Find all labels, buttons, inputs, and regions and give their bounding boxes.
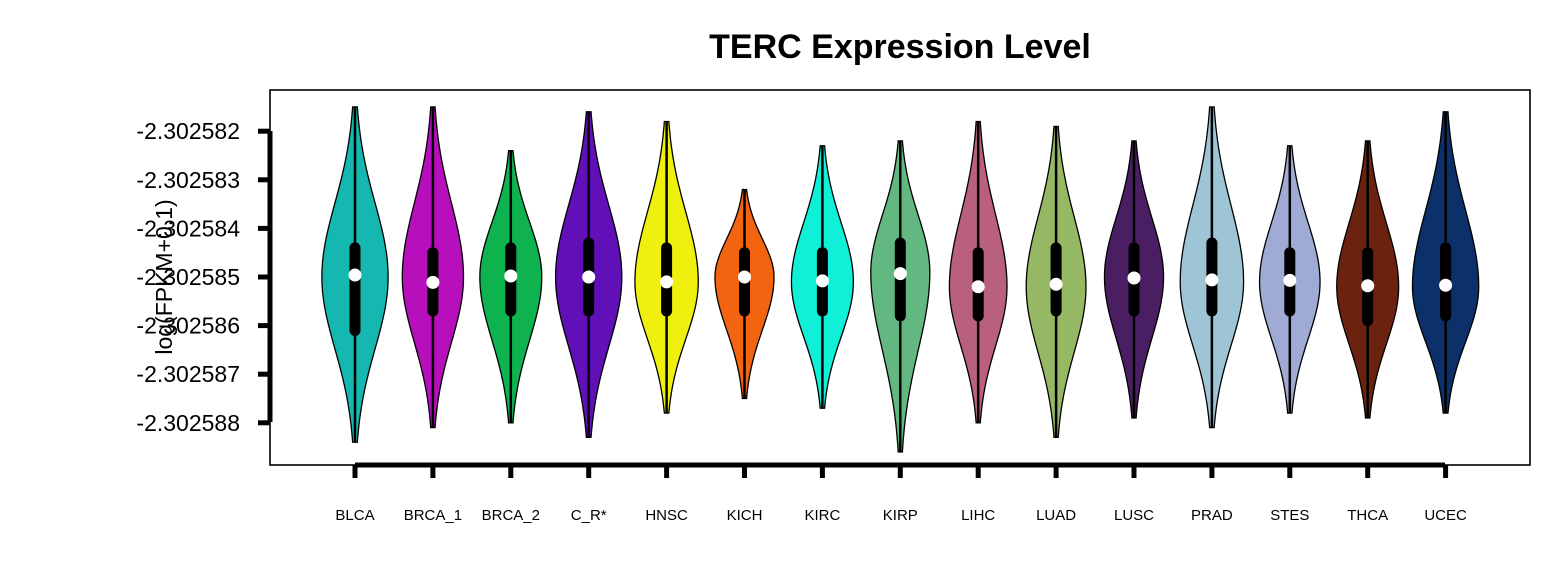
y-axis-label: log(FPKM+0.1) xyxy=(151,199,177,354)
x-tick-label: PRAD xyxy=(1191,507,1233,524)
violin-median-point-KICH xyxy=(738,270,751,284)
violin-median-point-BLCA xyxy=(348,268,362,282)
x-tick-label: BRCA_1 xyxy=(404,507,462,524)
violin-median-point-KIRC xyxy=(815,274,829,288)
violin-group xyxy=(321,106,1480,453)
violin-median-point-PRAD xyxy=(1205,273,1219,287)
violin-median-point-STES xyxy=(1283,273,1297,287)
violin-median-point-HNSC xyxy=(660,275,674,289)
y-tick-label: -2.302583 xyxy=(136,167,240,193)
violin-median-point-THCA xyxy=(1361,279,1375,293)
x-tick-label: KIRC xyxy=(804,507,840,524)
x-tick-label: UCEC xyxy=(1424,507,1467,524)
violin-median-point-LUAD xyxy=(1049,277,1063,291)
y-tick-label: -2.302585 xyxy=(136,264,240,290)
x-tick-label: BLCA xyxy=(335,507,374,524)
violin-median-point-UCEC xyxy=(1439,278,1453,292)
chart-title: TERC Expression Level xyxy=(709,28,1091,66)
x-tick-label: LUSC xyxy=(1114,507,1154,524)
y-tick-label: -2.302584 xyxy=(136,215,240,241)
x-tick-label: KIRP xyxy=(883,507,918,524)
y-tick-label: -2.302588 xyxy=(136,410,240,436)
violin-median-point-C_R* xyxy=(582,270,596,284)
x-tick-label: KICH xyxy=(727,507,763,524)
x-tick-label: C_R* xyxy=(571,507,607,524)
y-tick-label: -2.302587 xyxy=(136,361,240,387)
x-tick-label: THCA xyxy=(1347,507,1388,524)
x-tick-label: BRCA_2 xyxy=(482,507,540,524)
violin-median-point-BRCA_2 xyxy=(504,269,518,283)
x-tick-label: LIHC xyxy=(961,507,995,524)
violin-median-point-LIHC xyxy=(971,280,985,294)
violin-median-point-BRCA_1 xyxy=(426,275,440,289)
x-tick-label: HNSC xyxy=(645,507,688,524)
violin-median-point-KIRP xyxy=(893,267,907,281)
y-axis-ticks: -2.302582 -2.302583 -2.302584 -2.302585 -2.3… xyxy=(136,118,270,436)
violin-median-point-LUSC xyxy=(1127,271,1141,285)
x-tick-label: LUAD xyxy=(1036,507,1076,524)
y-tick-label: -2.302586 xyxy=(136,313,240,339)
x-tick-label: STES xyxy=(1270,507,1309,524)
x-axis-ticks: BLCA BRCA_1 BRCA_2 C_R* HNSC KICH KIRC KIRP LIHC… xyxy=(335,465,1467,524)
y-tick-label: -2.302582 xyxy=(136,118,240,144)
